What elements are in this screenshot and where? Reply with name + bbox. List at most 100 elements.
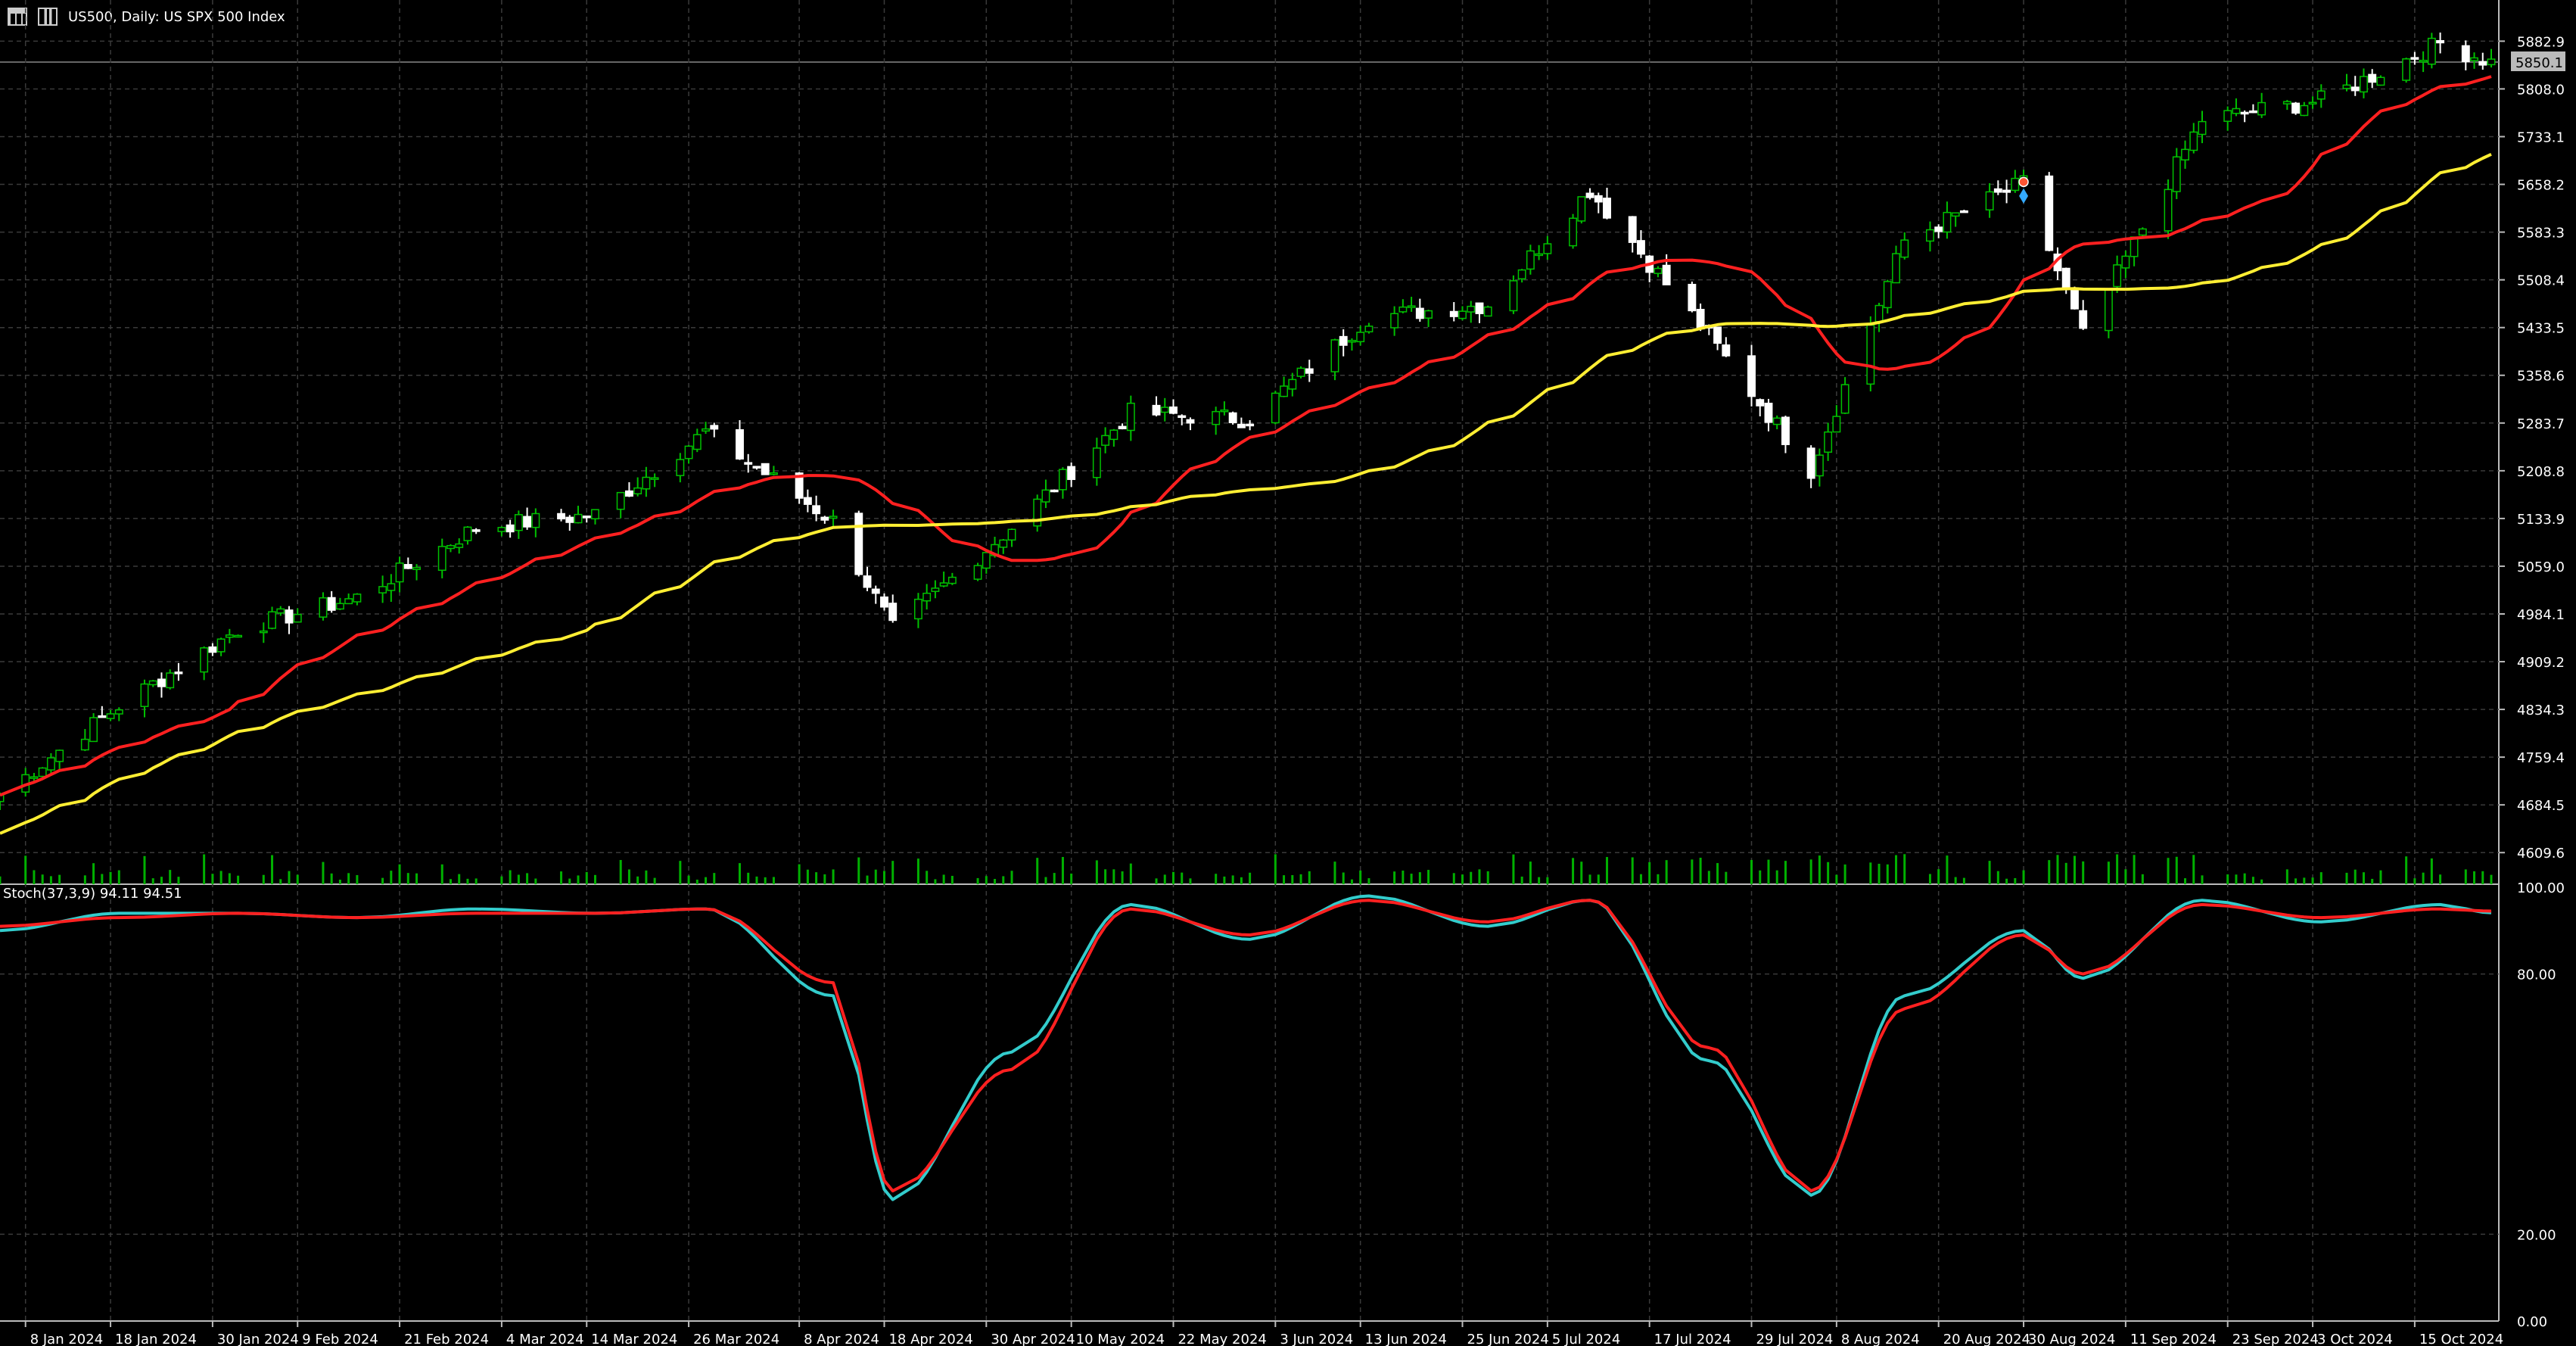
candle-body bbox=[1101, 435, 1110, 446]
candle-body bbox=[803, 497, 812, 505]
candle-body bbox=[1033, 498, 1042, 527]
volume-bar bbox=[296, 874, 299, 884]
candle-body bbox=[1186, 419, 1195, 424]
volume-bar bbox=[49, 876, 52, 884]
candle-body bbox=[642, 476, 651, 490]
candlestick-icon[interactable] bbox=[38, 8, 58, 26]
candle-body bbox=[1237, 423, 1246, 428]
volume-bar bbox=[2167, 858, 2170, 884]
volume-bar bbox=[926, 871, 929, 884]
candle-body bbox=[1926, 229, 1934, 242]
volume-bar bbox=[1223, 876, 1226, 884]
time-tick-label: 23 Sep 2024 bbox=[2232, 1332, 2319, 1346]
volume-bar bbox=[41, 874, 44, 884]
volume-bar bbox=[1274, 854, 1277, 884]
volume-bar bbox=[1691, 859, 1694, 884]
price-tick-label: 5808.0 bbox=[2517, 82, 2565, 98]
volume-bar bbox=[1061, 857, 1064, 884]
candle-body bbox=[114, 709, 123, 715]
candle-body bbox=[761, 463, 770, 475]
volume-bar bbox=[1470, 871, 1473, 884]
price-tick-label: 4759.4 bbox=[2517, 750, 2565, 766]
candle-body bbox=[523, 516, 532, 528]
chart-window-icon[interactable] bbox=[8, 8, 27, 26]
volume-bar bbox=[143, 855, 146, 884]
candle-body bbox=[1398, 306, 1408, 313]
volume-bar bbox=[151, 878, 154, 884]
volume-bar bbox=[1725, 871, 1728, 884]
price-tick-label: 5283.7 bbox=[2517, 416, 2565, 432]
candle-body bbox=[259, 630, 268, 634]
candle-body bbox=[1517, 269, 1526, 280]
candle-body bbox=[319, 597, 328, 618]
stoch-tick-label: 20.00 bbox=[2517, 1227, 2556, 1243]
volume-bar bbox=[1775, 870, 1778, 884]
volume-bar bbox=[1104, 869, 1107, 884]
volume-bar bbox=[1044, 877, 1047, 884]
volume-bar bbox=[1308, 871, 1311, 884]
volume-bar bbox=[2064, 862, 2067, 884]
candle-body bbox=[293, 613, 302, 623]
volume-bar bbox=[2371, 878, 2374, 884]
price-tick-label: 5358.6 bbox=[2517, 369, 2565, 385]
volume-bar bbox=[934, 879, 937, 884]
candle-body bbox=[2164, 189, 2173, 232]
volume-bar bbox=[1648, 862, 1651, 884]
candle-body bbox=[2376, 76, 2385, 86]
volume-bar bbox=[406, 873, 409, 884]
candle-body bbox=[565, 516, 574, 523]
candle-body bbox=[1356, 332, 1365, 343]
candle-body bbox=[2011, 177, 2020, 192]
volume-bar bbox=[560, 871, 563, 884]
candle-body bbox=[2172, 156, 2181, 192]
candle-body bbox=[947, 576, 957, 584]
candle-body bbox=[471, 529, 481, 532]
candle-body bbox=[148, 680, 157, 686]
volume-bar bbox=[2354, 869, 2357, 884]
volume-bar bbox=[593, 874, 596, 884]
candle-body bbox=[1696, 309, 1705, 330]
volume-bar bbox=[1716, 863, 1719, 884]
candle-body bbox=[1892, 253, 1900, 284]
candle-body bbox=[2427, 37, 2436, 65]
candle-body bbox=[225, 634, 234, 638]
candle-body bbox=[46, 757, 55, 771]
candle-body bbox=[1109, 429, 1118, 441]
time-tick-label: 30 Jan 2024 bbox=[217, 1332, 299, 1346]
candle-body bbox=[1228, 412, 1237, 423]
candle-body bbox=[2342, 84, 2351, 89]
candle-body bbox=[1347, 339, 1356, 343]
volume-bar bbox=[330, 873, 333, 884]
volume-bar bbox=[2175, 856, 2178, 884]
volume-bar bbox=[1418, 872, 1421, 884]
candle-body bbox=[1288, 379, 1297, 390]
volume-bar bbox=[747, 872, 750, 884]
volume-bar bbox=[1350, 879, 1353, 884]
volume-bar bbox=[1657, 874, 1660, 884]
candle-body bbox=[2257, 101, 2266, 116]
candle-body bbox=[676, 459, 685, 476]
candle-body bbox=[2061, 267, 2070, 289]
volume-bar bbox=[2082, 861, 2085, 884]
volume-bar bbox=[1393, 871, 1396, 884]
volume-bar bbox=[534, 878, 537, 884]
stoch-tick-label: 0.00 bbox=[2517, 1314, 2547, 1330]
volume-bar bbox=[2430, 858, 2433, 884]
volume-bar bbox=[1002, 876, 1005, 884]
chart-axes: 5882.9 5808.0 5733.1 5658.2 5583.3 5508.4 5433… bbox=[24, 34, 2565, 1346]
candle-body bbox=[1058, 469, 1067, 491]
volume-bar bbox=[1520, 876, 1523, 884]
volume-bar bbox=[1299, 874, 1302, 884]
volume-bar bbox=[1486, 871, 1489, 884]
candle-body bbox=[1169, 406, 1178, 414]
price-tick-label: 5133.9 bbox=[2517, 512, 2565, 528]
candle-body bbox=[1246, 423, 1255, 427]
volume-bar bbox=[705, 877, 708, 884]
candle-body bbox=[353, 594, 362, 603]
candle-body bbox=[344, 598, 353, 605]
volume-bar bbox=[806, 869, 809, 884]
candle-body bbox=[531, 513, 540, 528]
volume-bar bbox=[772, 877, 775, 884]
volume-bar bbox=[381, 877, 384, 884]
